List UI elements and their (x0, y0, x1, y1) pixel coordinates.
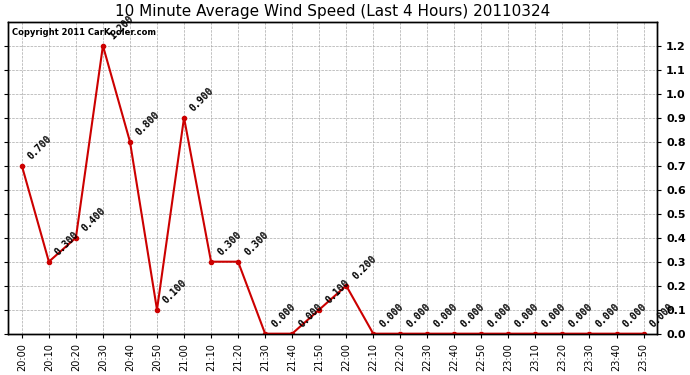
Text: 0.000: 0.000 (269, 302, 297, 330)
Text: 0.800: 0.800 (134, 110, 162, 138)
Text: 0.000: 0.000 (648, 302, 676, 330)
Text: 1.200: 1.200 (107, 14, 135, 42)
Text: 0.000: 0.000 (431, 302, 460, 330)
Text: 0.000: 0.000 (513, 302, 540, 330)
Text: 0.000: 0.000 (593, 302, 622, 330)
Text: 0.000: 0.000 (486, 302, 513, 330)
Text: 0.900: 0.900 (188, 86, 216, 114)
Text: 0.200: 0.200 (351, 254, 378, 282)
Text: 0.000: 0.000 (621, 302, 649, 330)
Text: 0.300: 0.300 (215, 230, 243, 258)
Text: 0.100: 0.100 (161, 278, 189, 306)
Text: 0.000: 0.000 (458, 302, 486, 330)
Text: 0.100: 0.100 (324, 278, 351, 306)
Text: 0.300: 0.300 (242, 230, 270, 258)
Text: 0.300: 0.300 (53, 230, 81, 258)
Text: 0.000: 0.000 (296, 302, 324, 330)
Text: 0.000: 0.000 (404, 302, 432, 330)
Text: 0.000: 0.000 (540, 302, 567, 330)
Text: 0.400: 0.400 (80, 206, 108, 234)
Title: 10 Minute Average Wind Speed (Last 4 Hours) 20110324: 10 Minute Average Wind Speed (Last 4 Hou… (115, 4, 551, 19)
Text: Copyright 2011 CarKooler.com: Copyright 2011 CarKooler.com (12, 28, 155, 37)
Text: 0.000: 0.000 (566, 302, 595, 330)
Text: 0.700: 0.700 (26, 134, 54, 162)
Text: 0.000: 0.000 (377, 302, 405, 330)
